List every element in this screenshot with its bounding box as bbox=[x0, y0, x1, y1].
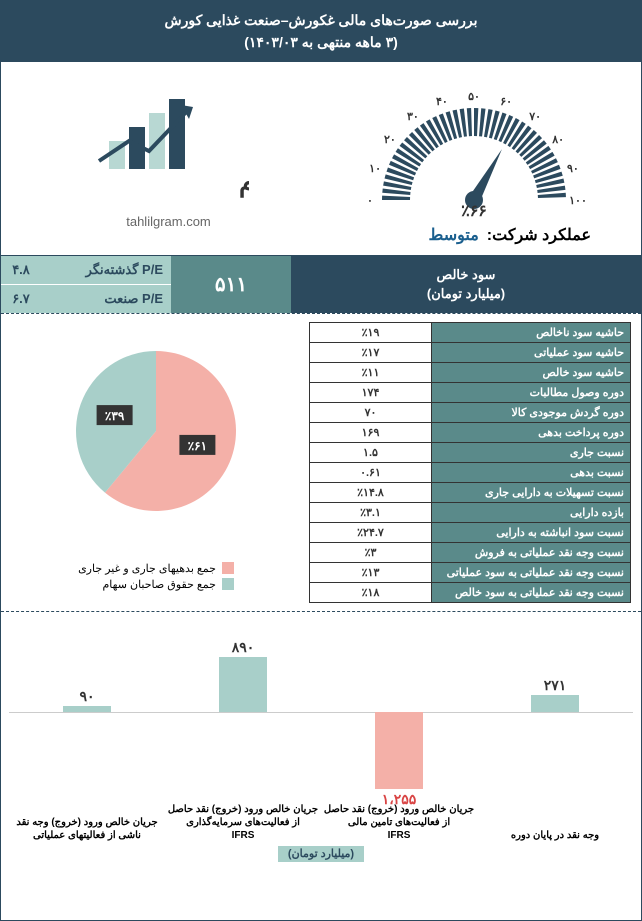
pe-item: P/E گذشته‌نگر۴.۸ bbox=[1, 256, 171, 285]
ratio-row: نسبت تسهیلات به دارایی جاری٪۱۴.۸ bbox=[310, 482, 631, 502]
ratio-row: نسبت وجه نقد عملیاتی به سود عملیاتی٪۱۳ bbox=[310, 562, 631, 582]
svg-text:۱۰۰: ۱۰۰ bbox=[569, 195, 587, 207]
svg-text:۸۰: ۸۰ bbox=[551, 134, 564, 146]
ratio-row: دوره وصول مطالبات۱۷۴ bbox=[310, 382, 631, 402]
report-header: بررسی صورت‌های مالی غکورش–صنعت غذایی کور… bbox=[1, 1, 641, 62]
svg-text:۱۰: ۱۰ bbox=[369, 163, 381, 175]
ratio-row: بازده دارایی٪۳.۱ bbox=[310, 502, 631, 522]
ratio-row: حاشیه سود عملیاتی٪۱۷ bbox=[310, 342, 631, 362]
header-title-2: (۳ ماهه منتهی به ۱۴۰۳/۰۳) bbox=[5, 31, 637, 53]
cashflow-bar: ۸۹۰ جریان خالص ورود (خروج) نقد حاصل از ف… bbox=[165, 622, 321, 842]
svg-text:۲۰: ۲۰ bbox=[383, 134, 395, 146]
brand-url: tahlilgram.com bbox=[21, 214, 316, 229]
svg-text:۶۰: ۶۰ bbox=[500, 96, 512, 108]
cashflow-bar: ۲۷۱ وجه نقد در پایان دوره bbox=[477, 622, 633, 842]
svg-text:۰: ۰ bbox=[367, 195, 373, 207]
top-section: ۰ ۱۰ ۲۰ ۳۰ ۴۰ ۵۰ ۶۰ ۷۰ ۸۰ ۹۰ ۱۰۰ ٪۶۶ عملکرد شرکت: م… bbox=[1, 62, 641, 255]
cashflow-section: ۲۷۱ وجه نقد در پایان دوره ۱،۲۵۵ جریان خا… bbox=[1, 612, 641, 864]
netprofit-value: ۵۱۱ bbox=[171, 256, 291, 313]
svg-text:٪۶۶: ٪۶۶ bbox=[461, 203, 487, 220]
pe-block: P/E گذشته‌نگر۴.۸P/E صنعت۶.۷ bbox=[1, 256, 171, 313]
ratio-row: حاشیه سود ناخالص٪۱۹ bbox=[310, 322, 631, 342]
header-title-1: بررسی صورت‌های مالی غکورش–صنعت غذایی کور… bbox=[5, 9, 637, 31]
ratio-row: نسبت وجه نقد عملیاتی به فروش٪۳ bbox=[310, 542, 631, 562]
pe-item: P/E صنعت۶.۷ bbox=[1, 285, 171, 313]
svg-text:٪۳۹: ٪۳۹ bbox=[105, 409, 125, 423]
svg-text:۵۰: ۵۰ bbox=[468, 91, 480, 103]
ratio-row: حاشیه سود خالص٪۱۱ bbox=[310, 362, 631, 382]
gauge-chart: ۰ ۱۰ ۲۰ ۳۰ ۴۰ ۵۰ ۶۰ ۷۰ ۸۰ ۹۰ ۱۰۰ ٪۶۶ عملکرد شرکت: م… bbox=[326, 70, 621, 251]
svg-text:۹۰: ۹۰ bbox=[566, 163, 578, 175]
ratio-row: نسبت جاری۱.۵ bbox=[310, 442, 631, 462]
cashflow-unit: (میلیارد تومان) bbox=[9, 846, 633, 860]
svg-text:۳۰: ۳۰ bbox=[406, 111, 418, 123]
cashflow-bar: ۹۰ جریان خالص ورود (خروج) وجه نقد ناشی ا… bbox=[9, 622, 165, 842]
svg-text:۴۰: ۴۰ bbox=[435, 96, 447, 108]
ratios-table: حاشیه سود ناخالص٪۱۹حاشیه سود عملیاتی٪۱۷ح… bbox=[309, 322, 631, 603]
mid-section: حاشیه سود ناخالص٪۱۹حاشیه سود عملیاتی٪۱۷ح… bbox=[1, 314, 641, 612]
ratio-row: نسبت وجه نقد عملیاتی به سود خالص٪۱۸ bbox=[310, 582, 631, 602]
netprofit-label: سود خالص (میلیارد تومان) bbox=[291, 256, 641, 313]
ratio-row: دوره گردش موجودی کالا۷۰ bbox=[310, 402, 631, 422]
pie-legend: جمع بدهیهای جاری و غیر جاری جمع حقوق صاحب… bbox=[78, 559, 234, 594]
pie-legend-item: جمع بدهیهای جاری و غیر جاری bbox=[78, 562, 234, 575]
svg-text:٪۶۱: ٪۶۱ bbox=[188, 439, 207, 453]
brand-logo: تحلیلگرام tahlilgram.com bbox=[21, 91, 316, 229]
svg-text:تحلیلگرام: تحلیلگرام bbox=[239, 167, 249, 198]
performance-value: متوسط bbox=[429, 225, 479, 245]
ratio-row: نسبت سود انباشته به دارایی٪۲۴.۷ bbox=[310, 522, 631, 542]
pie-legend-item: جمع حقوق صاحبان سهام bbox=[78, 578, 234, 591]
performance-row: عملکرد شرکت: متوسط bbox=[326, 223, 621, 251]
metrics-row: سود خالص (میلیارد تومان) ۵۱۱ P/E گذشته‌ن… bbox=[1, 255, 641, 314]
pie-chart-area: ٪۶۱ ٪۳۹ جمع بدهیهای جاری و غیر جاری جمع حق… bbox=[11, 322, 301, 603]
ratio-row: دوره پرداخت بدهی۱۶۹ bbox=[310, 422, 631, 442]
performance-label: عملکرد شرکت: bbox=[487, 225, 591, 245]
cashflow-chart: ۲۷۱ وجه نقد در پایان دوره ۱،۲۵۵ جریان خا… bbox=[9, 622, 633, 842]
ratio-row: نسبت بدهی۰.۶۱ bbox=[310, 462, 631, 482]
svg-text:۷۰: ۷۰ bbox=[528, 111, 541, 123]
cashflow-bar: ۱،۲۵۵ جریان خالص ورود (خروج) نقد حاصل از… bbox=[321, 622, 477, 842]
